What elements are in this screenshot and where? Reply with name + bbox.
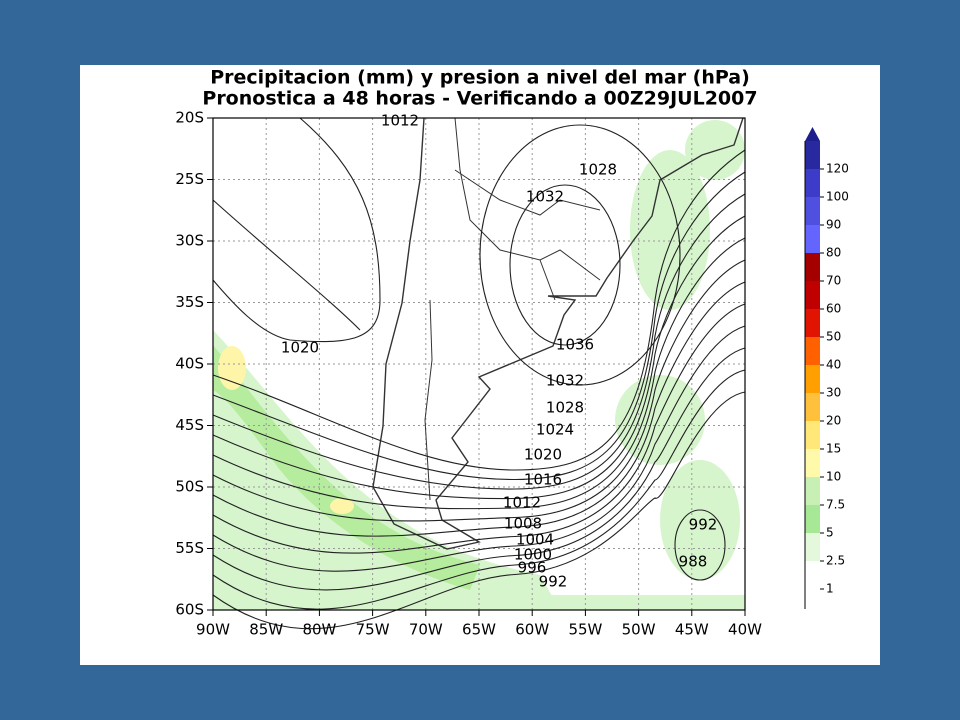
colorbar-label: 2.5	[826, 554, 845, 568]
isobar	[212, 281, 746, 537]
isobar	[212, 391, 746, 630]
colorbar-label: 30	[826, 386, 841, 400]
lon-label: 75W	[356, 621, 390, 639]
contour-label: 1032	[526, 188, 564, 206]
contour-label: 1024	[536, 421, 574, 439]
colorbar-swatch	[805, 253, 820, 281]
colorbar-label: 70	[826, 274, 841, 288]
colorbar-swatch	[805, 281, 820, 309]
lon-label: 40W	[728, 621, 762, 639]
isobar	[212, 325, 746, 572]
contour-label: 1028	[579, 161, 617, 179]
contour-label: 1012	[381, 112, 419, 130]
colorbar-label: 120	[826, 162, 849, 176]
colorbar-swatch	[805, 365, 820, 393]
precip-shading	[213, 120, 745, 610]
contour-label: 1004	[516, 531, 554, 549]
colorbar-swatch	[805, 421, 820, 449]
colorbar-label: 1	[826, 582, 834, 596]
isobar	[212, 171, 746, 481]
colorbar-swatch	[805, 449, 820, 477]
borders	[424, 117, 601, 501]
isobar	[212, 237, 746, 510]
lat-label: 45S	[175, 416, 204, 434]
lon-label: 55W	[568, 621, 602, 639]
contour-label: 992	[689, 516, 718, 534]
lat-label: 40S	[175, 355, 204, 373]
colorbar-swatch	[805, 477, 820, 505]
colorbar-swatch	[805, 337, 820, 365]
colorbar-label: 80	[826, 246, 841, 260]
colorbar-swatch	[805, 309, 820, 337]
contour-label: 1032	[546, 372, 584, 390]
colorbar-label: 20	[826, 414, 841, 428]
isobars	[212, 117, 746, 630]
isobar	[212, 369, 746, 610]
colorbar-arrow	[805, 127, 820, 141]
contour-label: 1016	[524, 471, 562, 489]
contour-label: 988	[679, 553, 708, 571]
colorbar-label: 100	[826, 190, 849, 204]
isobar	[212, 259, 746, 522]
contour-label: 996	[518, 559, 547, 577]
contour-label: 1020	[281, 339, 319, 357]
lon-label: 85W	[249, 621, 283, 639]
lat-label: 35S	[175, 293, 204, 311]
isobar	[212, 149, 746, 471]
contour-label: 1020	[524, 446, 562, 464]
lat-label: 55S	[175, 539, 204, 557]
lat-label: 60S	[175, 601, 204, 619]
contour-labels: 1012 1028 1032 1020 1036 1032 1028 1024 …	[281, 112, 717, 591]
colorbar-swatch	[805, 169, 820, 197]
contour-label: 992	[539, 573, 568, 591]
lon-label: 65W	[462, 621, 496, 639]
lon-label: 90W	[196, 621, 230, 639]
colorbar-label: 7.5	[826, 498, 845, 512]
colorbar-label: 15	[826, 442, 841, 456]
colorbar-swatch	[805, 225, 820, 253]
isobar	[212, 215, 746, 500]
lon-label: 50W	[622, 621, 656, 639]
isobar	[212, 347, 746, 591]
colorbar-label: 10	[826, 470, 841, 484]
contour-label: 1000	[514, 546, 552, 564]
lon-label: 80W	[302, 621, 336, 639]
colorbar-label: 90	[826, 218, 841, 232]
contour-label: 1012	[503, 494, 541, 512]
colorbar: 120 100 90 80 70 60 50 40 30 20 15 10 7.5 5 2.5 1	[804, 127, 849, 609]
colorbar-swatch	[805, 533, 820, 561]
contour-label: 1008	[504, 515, 542, 533]
lon-label: 45W	[675, 621, 709, 639]
lon-label: 60W	[515, 621, 549, 639]
lat-label: 50S	[175, 478, 204, 496]
lat-label: 25S	[175, 170, 204, 188]
contour-label: 1036	[556, 336, 594, 354]
lat-label: 20S	[175, 109, 204, 127]
lon-label: 70W	[409, 621, 443, 639]
isobar	[212, 303, 746, 554]
lat-label: 30S	[175, 232, 204, 250]
colorbar-swatch	[805, 561, 820, 589]
coastline	[372, 117, 744, 550]
subtitle: Pronostica a 48 horas - Verificando a 00…	[202, 88, 757, 110]
isobar	[212, 193, 746, 490]
colorbar-label: 50	[826, 330, 841, 344]
colorbar-swatch	[805, 141, 820, 169]
title: Precipitacion (mm) y presion a nivel del…	[210, 67, 750, 89]
contour-label: 1028	[546, 399, 584, 417]
colorbar-label: 60	[826, 302, 841, 316]
colorbar-label: 5	[826, 526, 834, 540]
colorbar-swatch	[805, 393, 820, 421]
colorbar-swatch	[805, 197, 820, 225]
colorbar-swatch	[805, 505, 820, 533]
colorbar-label: 40	[826, 358, 841, 372]
